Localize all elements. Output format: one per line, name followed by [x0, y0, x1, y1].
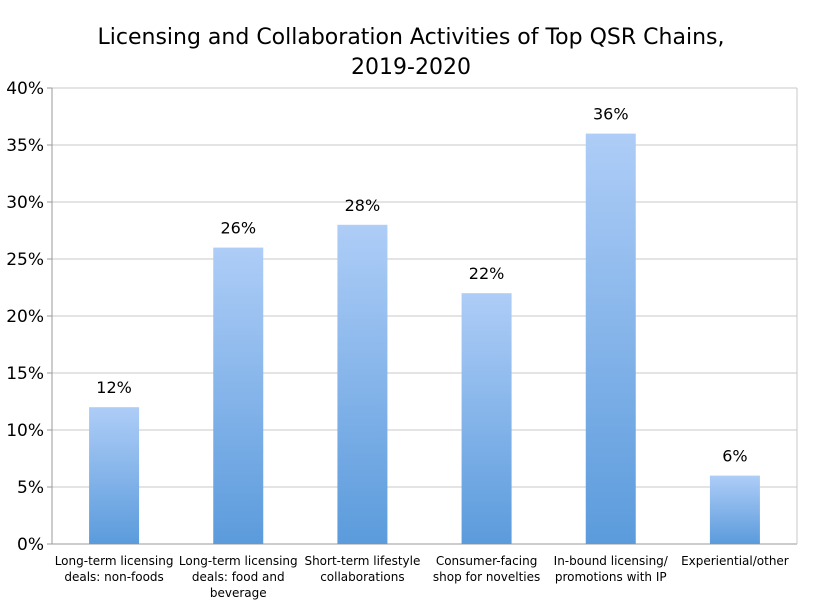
x-category-label: deals: non-foods — [64, 570, 163, 584]
y-tick-label: 30% — [6, 193, 44, 213]
x-category-label: beverage — [210, 586, 267, 600]
x-category-label: Long-term licensing — [55, 554, 174, 568]
bar — [709, 475, 760, 544]
x-category-label: Long-term licensing — [179, 554, 298, 568]
x-category-label: collaborations — [320, 570, 404, 584]
chart-title-line: 2019-2020 — [351, 55, 471, 80]
data-label: 6% — [722, 447, 747, 466]
y-tick-label: 40% — [6, 79, 44, 99]
data-labels: 12% 26% 28% 22% 36% 6% — [96, 105, 747, 466]
y-tick-label: 0% — [17, 535, 44, 555]
bar — [337, 224, 388, 545]
bar — [461, 293, 512, 544]
y-tick-label: 5% — [17, 478, 44, 498]
bar — [89, 407, 140, 544]
data-label: 26% — [220, 219, 256, 238]
gridlines — [47, 87, 798, 545]
x-category-label: shop for novelties — [433, 570, 540, 584]
data-label: 12% — [96, 378, 132, 397]
y-tick-label: 15% — [6, 364, 44, 384]
chart-title: Licensing and Collaboration Activities o… — [98, 25, 725, 80]
data-label: 28% — [345, 196, 381, 215]
y-tick-label: 20% — [6, 307, 44, 327]
y-tick-label: 25% — [6, 250, 44, 270]
x-category-label: Short-term lifestyle — [304, 554, 420, 568]
data-label: 36% — [593, 105, 629, 124]
y-axis-ticks: 0% 5% 10% 15% 20% 25% 30% 35% 40% — [6, 79, 44, 555]
x-category-label: promotions with IP — [555, 570, 667, 584]
x-category-label: Experiential/other — [681, 554, 789, 568]
x-axis-categories: Long-term licensing deals: non-foods Long-… — [55, 554, 789, 600]
x-category-label: In-bound licensing/ — [554, 554, 669, 568]
x-category-label: deals: food and — [192, 570, 285, 584]
data-label: 22% — [469, 264, 505, 283]
chart-title-line: Licensing and Collaboration Activities o… — [98, 25, 725, 50]
bar — [213, 247, 264, 544]
bars — [89, 133, 760, 545]
x-category-label: Consumer-facing — [436, 554, 537, 568]
y-tick-label: 10% — [6, 421, 44, 441]
y-tick-label: 35% — [6, 136, 44, 156]
bar — [585, 133, 636, 544]
